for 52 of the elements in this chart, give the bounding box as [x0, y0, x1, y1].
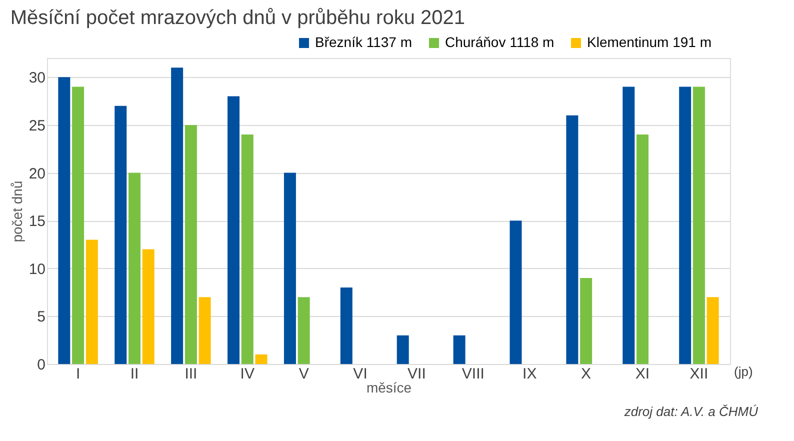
bar — [284, 172, 296, 364]
x-tick-label: VI — [353, 366, 368, 382]
y-tick-label: 15 — [28, 213, 46, 230]
x-tick-label: I — [76, 366, 80, 382]
x-tick-label: X — [581, 366, 592, 382]
bar — [171, 68, 184, 364]
x-tick-label: IX — [522, 366, 537, 382]
text: zdroj dat: A.V. a ČHMÚ — [623, 404, 759, 419]
legend-label: Klementinum 191 m — [587, 34, 712, 50]
bar — [298, 297, 310, 364]
bar — [114, 106, 127, 364]
bar — [636, 134, 649, 364]
bar — [510, 220, 522, 364]
bar — [580, 278, 592, 364]
bar — [340, 288, 352, 364]
bar — [241, 134, 254, 364]
y-tick-label: 5 — [37, 308, 46, 326]
bar — [706, 297, 719, 364]
bar — [58, 77, 70, 364]
bar — [396, 335, 409, 364]
x-tick-label: XII — [690, 366, 708, 382]
bar — [566, 115, 578, 364]
legend-label: Březník 1137 m — [315, 34, 412, 50]
x-axis-title: měsíce — [366, 380, 412, 396]
y-tick-label: 10 — [28, 260, 46, 278]
y-tick-label: 30 — [28, 70, 46, 87]
text: (jp) — [734, 364, 753, 379]
bar — [142, 249, 154, 364]
bar — [86, 240, 98, 364]
bar — [72, 86, 84, 364]
x-tick-label: VII — [408, 366, 426, 382]
x-tick-label: III — [184, 366, 198, 382]
bar — [128, 172, 140, 364]
y-axis-title: počet dnů — [8, 180, 25, 242]
bar — [679, 86, 692, 364]
y-tick-label: 25 — [28, 117, 46, 134]
bar — [198, 297, 211, 364]
y-tick-label: 20 — [28, 165, 46, 182]
bar — [453, 335, 466, 364]
bar — [228, 96, 240, 364]
chart-title: Měsíční počet mrazových dnů v průběhu roku 2021 — [10, 7, 466, 29]
x-tick-label: II — [130, 366, 139, 382]
legend-label: Churáňov 1118 m — [445, 34, 554, 50]
bar — [184, 124, 197, 364]
x-tick-label: XI — [635, 366, 650, 382]
x-tick-label: VIII — [462, 366, 484, 382]
y-tick-label: 0 — [37, 356, 46, 374]
bar — [622, 86, 635, 364]
x-tick-label: IV — [240, 366, 254, 382]
bar — [692, 86, 705, 364]
bar — [255, 354, 268, 364]
x-tick-label: V — [298, 366, 309, 382]
